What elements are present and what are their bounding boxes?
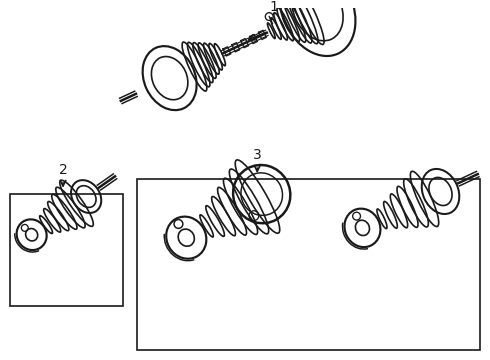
Text: 1: 1: [269, 0, 278, 14]
Text: 3: 3: [253, 148, 262, 162]
Text: 2: 2: [59, 163, 68, 177]
Bar: [10, 194, 123, 306]
Bar: [137, 179, 480, 350]
